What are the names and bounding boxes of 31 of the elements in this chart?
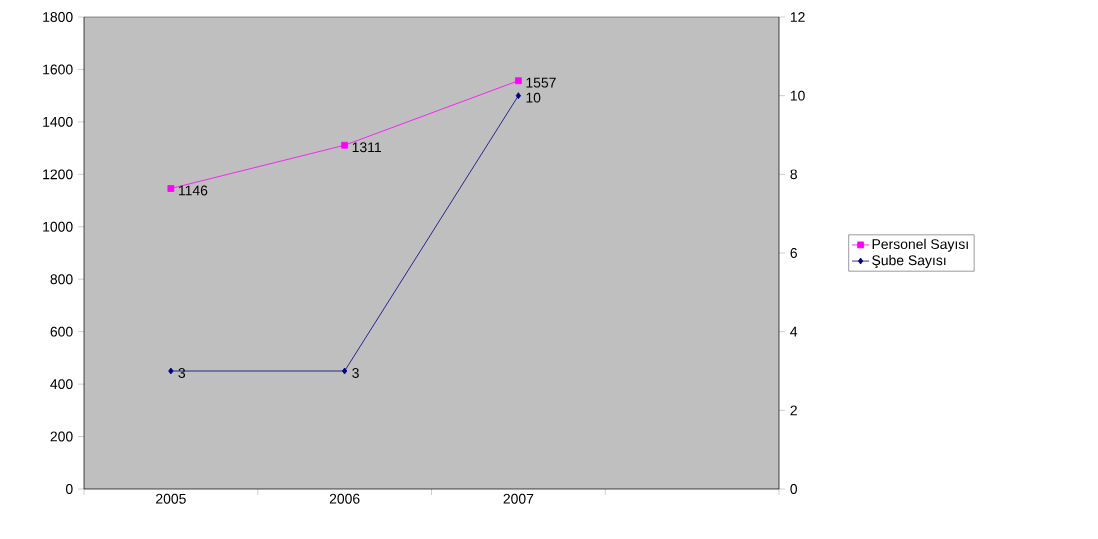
legend-label: Personel Sayısı	[872, 238, 968, 252]
data-label: 1146	[178, 185, 208, 196]
y2-tick-label: 10	[790, 90, 805, 101]
y-tick-label: 0	[65, 484, 73, 494]
y2-tick-label: 8	[790, 169, 797, 180]
y-tick-label: 1800	[43, 12, 73, 22]
y-tick-label: 1400	[43, 116, 73, 127]
y-tick-label: 1600	[43, 64, 73, 75]
x-tick-label: 2007	[503, 493, 534, 504]
y2-tick-label: 4	[790, 326, 798, 337]
y-tick-label: 1000	[43, 221, 73, 232]
data-label: 10	[526, 92, 541, 103]
x-tick-label: 2005	[156, 493, 186, 504]
y-tick-label: 600	[50, 326, 73, 337]
data-label: 3	[178, 368, 186, 378]
data-label: 1557	[526, 77, 556, 88]
y2-tick-label: 0	[790, 484, 798, 494]
point	[514, 77, 522, 85]
data-label: 3	[352, 368, 359, 378]
point	[341, 141, 349, 149]
y-tick-label: 1200	[43, 169, 73, 180]
legend-label: Şube Sayısı	[872, 254, 946, 269]
y2-tick-label: 2	[790, 405, 797, 416]
data-label: 1311	[352, 142, 381, 153]
y-tick-label: 200	[50, 431, 73, 442]
point	[167, 185, 175, 192]
y-tick-label: 400	[50, 379, 73, 390]
y-tick-label: 800	[50, 274, 73, 285]
y2-tick-label: 6	[790, 248, 797, 258]
y2-tick-label: 12	[790, 12, 805, 22]
x-tick-label: 2006	[329, 493, 360, 504]
